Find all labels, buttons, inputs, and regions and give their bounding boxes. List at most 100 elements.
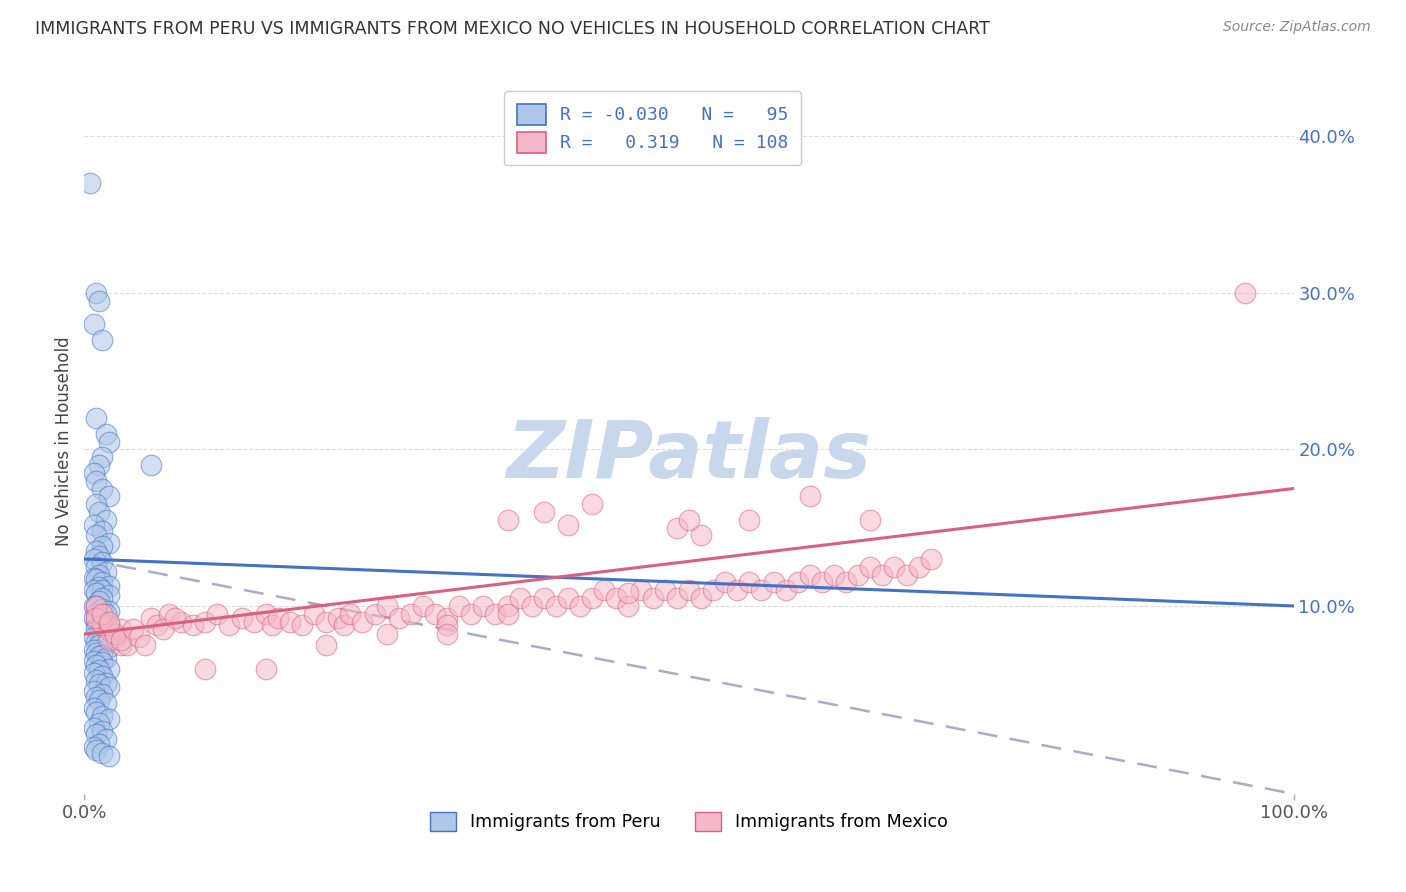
Point <box>896 567 918 582</box>
Point <box>87 594 110 608</box>
Point <box>97 633 120 648</box>
Point <box>399 607 422 621</box>
Point <box>97 619 120 633</box>
Point <box>83 583 105 598</box>
Point <box>714 575 737 590</box>
Point <box>690 528 713 542</box>
Point <box>254 662 277 676</box>
Point <box>134 638 156 652</box>
Point <box>86 611 108 625</box>
Point <box>91 524 114 538</box>
Point <box>83 630 105 644</box>
Point <box>278 615 301 629</box>
Point <box>811 575 834 590</box>
Point <box>194 615 217 629</box>
Point <box>484 607 506 621</box>
Point <box>630 583 652 598</box>
Point <box>97 640 120 654</box>
Point <box>97 579 120 593</box>
Point <box>799 489 821 503</box>
Point <box>87 649 110 664</box>
Point <box>94 565 117 579</box>
Y-axis label: No Vehicles in Household: No Vehicles in Household <box>55 336 73 547</box>
Point <box>83 739 105 754</box>
Point <box>97 489 120 503</box>
Point <box>460 607 482 621</box>
Point <box>83 683 105 698</box>
Text: IMMIGRANTS FROM PERU VS IMMIGRANTS FROM MEXICO NO VEHICLES IN HOUSEHOLD CORRELAT: IMMIGRANTS FROM PERU VS IMMIGRANTS FROM … <box>35 20 990 37</box>
Point <box>859 559 882 574</box>
Point <box>86 586 108 600</box>
Point <box>533 505 555 519</box>
Point <box>194 662 217 676</box>
Point <box>86 646 108 660</box>
Point <box>83 611 105 625</box>
Point <box>97 749 120 764</box>
Point <box>87 663 110 677</box>
Point <box>86 599 108 613</box>
Point <box>678 583 700 598</box>
Point <box>79 176 101 190</box>
Point <box>94 732 117 747</box>
Point <box>823 567 845 582</box>
Point <box>87 627 110 641</box>
Point <box>617 586 640 600</box>
Point <box>94 650 117 665</box>
Point <box>91 687 114 701</box>
Point <box>846 567 869 582</box>
Point <box>97 712 120 726</box>
Point <box>617 599 640 613</box>
Point <box>87 549 110 563</box>
Legend: Immigrants from Peru, Immigrants from Mexico: Immigrants from Peru, Immigrants from Me… <box>423 805 955 838</box>
Point <box>557 517 579 532</box>
Point <box>835 575 858 590</box>
Point <box>86 690 108 704</box>
Point <box>91 656 114 670</box>
Point <box>291 617 314 632</box>
Point <box>97 588 120 602</box>
Point <box>86 572 108 586</box>
Point <box>181 617 204 632</box>
Point <box>859 513 882 527</box>
Point <box>91 669 114 683</box>
Point <box>496 599 519 613</box>
Point <box>83 517 105 532</box>
Point <box>97 623 120 637</box>
Point <box>91 617 114 632</box>
Point <box>86 528 108 542</box>
Point <box>97 434 120 449</box>
Point <box>83 599 105 613</box>
Point <box>218 617 240 632</box>
Point <box>83 317 105 331</box>
Point <box>87 638 110 652</box>
Point <box>97 604 120 618</box>
Point <box>121 623 143 637</box>
Point <box>86 497 108 511</box>
Point <box>91 555 114 569</box>
Point <box>87 737 110 751</box>
Point <box>94 696 117 710</box>
Point <box>94 426 117 441</box>
Point <box>328 611 350 625</box>
Point <box>83 552 105 566</box>
Point <box>128 630 150 644</box>
Point <box>83 642 105 657</box>
Point <box>872 567 894 582</box>
Point <box>83 721 105 735</box>
Point <box>641 591 664 606</box>
Point <box>775 583 797 598</box>
Point <box>449 599 471 613</box>
Point <box>87 293 110 308</box>
Point <box>436 617 458 632</box>
Point <box>87 580 110 594</box>
Point <box>91 724 114 739</box>
Point <box>91 482 114 496</box>
Point <box>146 617 169 632</box>
Point <box>375 599 398 613</box>
Point <box>91 617 114 632</box>
Point <box>762 575 785 590</box>
Point <box>152 623 174 637</box>
Point <box>170 615 193 629</box>
Point <box>544 599 567 613</box>
Point <box>569 599 592 613</box>
